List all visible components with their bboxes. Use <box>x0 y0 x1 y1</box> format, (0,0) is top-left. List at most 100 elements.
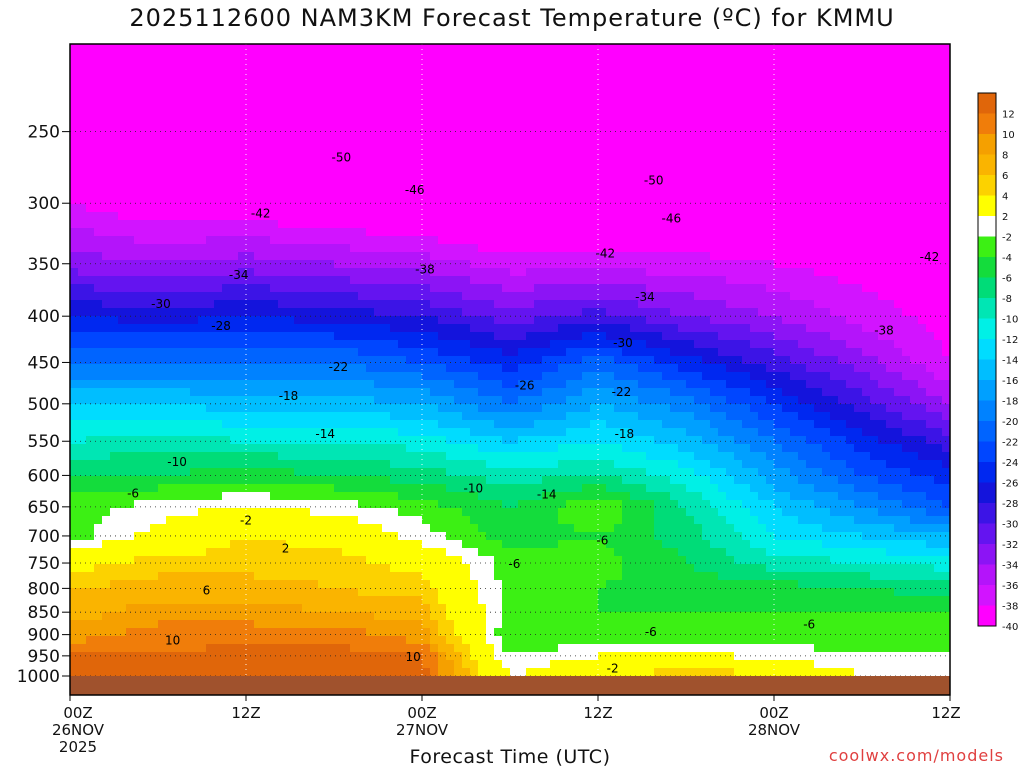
temperature-cell <box>886 84 895 93</box>
temperature-cell <box>726 164 735 173</box>
temperature-cell <box>654 340 663 349</box>
temperature-cell <box>526 132 535 141</box>
temperature-cell <box>566 244 575 253</box>
temperature-cell <box>222 92 231 101</box>
temperature-cell <box>814 100 823 109</box>
temperature-cell <box>174 316 183 325</box>
temperature-cell <box>238 156 247 165</box>
temperature-cell <box>910 252 919 261</box>
temperature-cell <box>286 100 295 109</box>
temperature-cell <box>382 380 391 389</box>
temperature-cell <box>414 260 423 269</box>
temperature-cell <box>430 116 439 125</box>
temperature-cell <box>254 380 263 389</box>
temperature-cell <box>286 396 295 405</box>
temperature-cell <box>638 124 647 133</box>
temperature-cell <box>686 52 695 61</box>
temperature-cell <box>758 76 767 85</box>
temperature-cell <box>278 68 287 77</box>
temperature-cell <box>302 116 311 125</box>
temperature-cell <box>846 396 855 405</box>
temperature-cell <box>222 372 231 381</box>
temperature-cell <box>238 188 247 197</box>
temperature-cell <box>390 172 399 181</box>
temperature-cell <box>534 260 543 269</box>
temperature-cell <box>678 44 687 53</box>
temperature-cell <box>502 76 511 85</box>
temperature-cell <box>870 196 879 205</box>
temperature-cell <box>798 348 807 357</box>
temperature-cell <box>558 164 567 173</box>
temperature-cell <box>854 172 863 181</box>
temperature-cell <box>782 68 791 77</box>
temperature-cell <box>614 60 623 69</box>
temperature-cell <box>726 44 735 53</box>
temperature-cell <box>126 204 135 213</box>
temperature-cell <box>774 332 783 341</box>
temperature-cell <box>422 332 431 341</box>
temperature-cell <box>118 300 127 309</box>
temperature-cell <box>310 220 319 229</box>
temperature-cell <box>886 252 895 261</box>
temperature-cell <box>278 76 287 85</box>
temperature-cell <box>478 68 487 77</box>
temperature-cell <box>222 180 231 189</box>
temperature-cell <box>310 196 319 205</box>
temperature-cell <box>342 340 351 349</box>
temperature-cell <box>702 68 711 77</box>
temperature-cell <box>702 60 711 69</box>
temperature-cell <box>862 132 871 141</box>
temperature-cell <box>590 68 599 77</box>
temperature-cell <box>406 372 415 381</box>
temperature-cell <box>430 244 439 253</box>
temperature-cell <box>518 340 527 349</box>
temperature-cell <box>918 100 927 109</box>
temperature-cell <box>406 212 415 221</box>
temperature-cell <box>78 188 87 197</box>
temperature-cell <box>358 364 367 373</box>
temperature-cell <box>886 60 895 69</box>
temperature-cell <box>838 284 847 293</box>
temperature-cell <box>158 252 167 261</box>
temperature-cell <box>246 204 255 213</box>
temperature-cell <box>118 84 127 93</box>
temperature-cell <box>94 212 103 221</box>
temperature-cell <box>790 52 799 61</box>
temperature-cell <box>102 268 111 277</box>
temperature-cell <box>886 172 895 181</box>
temperature-cell <box>590 364 599 373</box>
temperature-cell <box>646 372 655 381</box>
temperature-cell <box>246 100 255 109</box>
temperature-cell <box>94 68 103 77</box>
temperature-cell <box>358 116 367 125</box>
temperature-cell <box>350 156 359 165</box>
temperature-cell <box>710 284 719 293</box>
temperature-cell <box>502 284 511 293</box>
temperature-cell <box>830 236 839 245</box>
temperature-cell <box>142 308 151 317</box>
temperature-cell <box>222 348 231 357</box>
temperature-cell <box>318 404 327 413</box>
temperature-cell <box>198 284 207 293</box>
temperature-cell <box>758 244 767 253</box>
temperature-cell <box>558 52 567 61</box>
temperature-cell <box>86 380 95 389</box>
temperature-cell <box>350 180 359 189</box>
temperature-cell <box>894 228 903 237</box>
temperature-cell <box>134 220 143 229</box>
temperature-cell <box>678 284 687 293</box>
temperature-cell <box>454 116 463 125</box>
temperature-cell <box>910 76 919 85</box>
temperature-cell <box>182 108 191 117</box>
temperature-cell <box>582 300 591 309</box>
temperature-cell <box>878 116 887 125</box>
temperature-cell <box>646 52 655 61</box>
temperature-cell <box>254 292 263 301</box>
temperature-cell <box>278 212 287 221</box>
temperature-cell <box>902 292 911 301</box>
temperature-cell <box>526 260 535 269</box>
temperature-cell <box>334 164 343 173</box>
temperature-cell <box>366 172 375 181</box>
temperature-cell <box>286 164 295 173</box>
temperature-cell <box>942 308 950 317</box>
